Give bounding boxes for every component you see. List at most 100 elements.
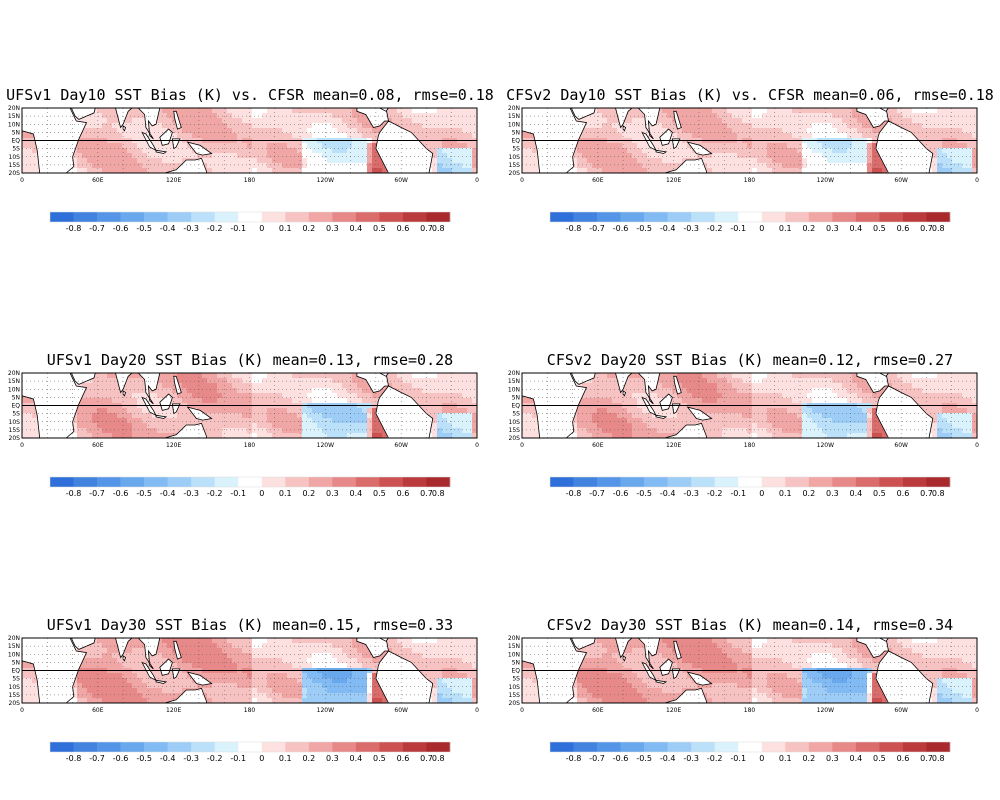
bias-cell [777,148,783,154]
bias-cell [292,153,298,159]
bias-cell [637,433,643,439]
bias-cell [172,398,178,404]
bias-cell [762,388,768,394]
bias-cell [387,373,393,379]
bias-cell [872,398,878,404]
bias-cell [757,393,763,399]
bias-cell [222,108,228,114]
bias-cell [452,433,458,439]
bias-cell [617,393,623,399]
bias-cell [222,153,228,159]
bias-cell [322,393,328,399]
bias-cell [597,388,603,394]
bias-cell [192,393,198,399]
bias-cell [887,113,893,119]
bias-cell [857,418,863,424]
land-java [655,149,668,154]
bias-cell [597,113,603,119]
land-seasia [137,107,161,140]
bias-cell [817,163,823,169]
bias-cell [822,373,828,379]
bias-cell [347,148,353,154]
bias-cell [632,158,638,164]
bias-cell [97,168,103,174]
bias-cell [787,398,793,404]
bias-cell [302,128,308,134]
bias-cell [157,168,163,174]
bias-cell [762,393,768,399]
bias-cell [582,153,588,159]
bias-cell [137,133,143,139]
bias-cell [737,123,743,129]
bias-cell [712,418,718,424]
bias-cell [307,398,313,404]
bias-cell [97,108,103,114]
bias-cell [237,423,243,429]
bias-cell [107,128,113,134]
bias-cell [587,423,593,429]
bias-cell [277,158,283,164]
bias-cell [627,433,633,439]
bias-cell [862,428,868,434]
bias-cell [532,148,538,154]
bias-cell [337,168,343,174]
bias-cell [352,383,358,389]
bias-cell [337,153,343,159]
bias-cell [362,148,368,154]
bias-cell [692,123,698,129]
bias-cell [167,388,173,394]
bias-cell [87,163,93,169]
bias-cell [292,428,298,434]
bias-cell [772,378,778,384]
bias-cell [312,143,318,149]
bias-cell [207,113,213,119]
bias-cell [642,408,648,414]
bias-cell [287,428,293,434]
bias-cell [792,433,798,439]
bias-cell [917,378,923,384]
bias-cell [852,113,858,119]
bias-cell [697,128,703,134]
bias-cell [207,143,213,149]
bias-cell [792,163,798,169]
colorbar-label: -0.6 [113,224,129,233]
bias-cell [737,158,743,164]
bias-cell [697,418,703,424]
bias-cell [687,118,693,124]
bias-cell [442,143,448,149]
colorbar-label: 0.4 [350,489,363,498]
bias-cell [432,133,438,139]
bias-cell [712,133,718,139]
bias-cell [287,133,293,139]
bias-cell [847,433,853,439]
bias-cell [217,378,223,384]
bias-cell [122,158,128,164]
bias-cell [792,153,798,159]
bias-cell [437,118,443,124]
bias-cell [127,158,133,164]
bias-cell [767,148,773,154]
bias-cell [187,123,193,129]
bias-cell [262,388,268,394]
panel-ufs-day20: UFSv1 Day20 SST Bias (K) mean=0.13, rmse… [0,265,500,530]
bias-cell [277,413,283,419]
bias-cell [347,113,353,119]
bias-cell [457,388,463,394]
bias-cell [377,168,383,174]
bias-cell [237,433,243,439]
bias-cell [242,433,248,439]
bias-cell [112,393,118,399]
bias-cell [297,423,303,429]
bias-cell [307,373,313,379]
bias-cell [742,383,748,389]
bias-cell [322,413,328,419]
bias-cell [832,168,838,174]
colorbar-label: 0.3 [826,224,839,233]
bias-cell [422,378,428,384]
bias-cell [797,113,803,119]
bias-cell [962,383,968,389]
bias-cell [192,128,198,134]
bias-cell [732,373,738,379]
bias-cell [852,418,858,424]
bias-cell [662,378,668,384]
